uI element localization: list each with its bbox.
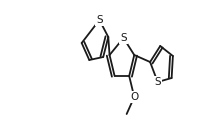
Text: S: S bbox=[154, 77, 161, 87]
Text: S: S bbox=[96, 15, 103, 25]
Text: O: O bbox=[130, 92, 138, 102]
Text: S: S bbox=[120, 33, 127, 43]
